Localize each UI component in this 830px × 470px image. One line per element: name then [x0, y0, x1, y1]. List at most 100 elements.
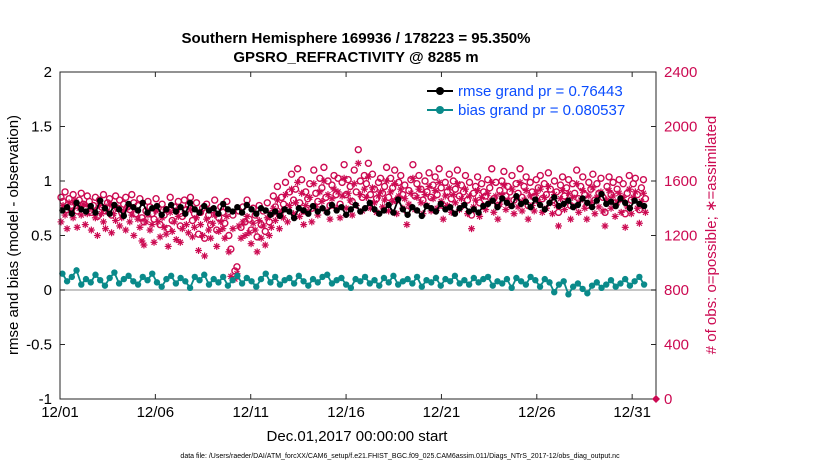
obs-assimilated-point: [170, 218, 178, 226]
obs-assimilated-point: [449, 191, 457, 199]
rmse-point: [101, 205, 109, 212]
obs-possible-point: [188, 216, 197, 225]
chart-title-line2: GPSRO_REFRACTIVITY @ 8285 m: [233, 49, 478, 66]
obs-possible-point: [609, 178, 617, 187]
rmse-point: [612, 202, 619, 210]
obs-assimilated-point: [172, 236, 180, 244]
obs-assimilated-point: [500, 181, 508, 189]
rmse-point: [234, 203, 241, 211]
bias-point: [314, 279, 321, 286]
rmse-point: [361, 205, 369, 212]
obs-possible-point: [316, 174, 324, 182]
y-right-tick-label: 2400: [664, 64, 697, 81]
obs-assimilated-point: [261, 241, 269, 249]
bias-point: [338, 274, 345, 282]
obs-possible-point: [461, 171, 470, 180]
obs-possible-point: [57, 193, 65, 202]
obs-assimilated-point: [617, 208, 625, 216]
obs-assimilated-point: [445, 184, 453, 192]
obs-assimilated-point: [409, 174, 417, 182]
obs-assimilated-point: [417, 199, 425, 207]
rmse-point: [276, 212, 284, 220]
obs-possible-point: [99, 190, 108, 199]
obs-assimilated-point: [57, 218, 65, 226]
y-right-tick-label: 1200: [664, 228, 697, 245]
obs-possible-point: [401, 181, 409, 189]
obs-possible-point: [597, 174, 605, 182]
rmse-point: [446, 203, 454, 211]
obs-assimilated-point: [188, 233, 196, 241]
bias-point: [569, 283, 577, 290]
bias-point: [172, 280, 180, 287]
plot-area: [60, 72, 656, 399]
obs-assimilated-point: [302, 202, 310, 210]
obs-assimilated-point: [425, 182, 433, 190]
rmse-point: [484, 200, 492, 208]
x-tick-label: 12/16: [327, 404, 365, 421]
obs-possible-point: [473, 173, 482, 181]
bias-point: [139, 273, 146, 281]
obs-assimilated-point: [239, 218, 247, 226]
obs-assimilated-point: [273, 196, 281, 204]
obs-assimilated-point: [267, 223, 275, 231]
bias-point: [626, 282, 634, 289]
bias-point: [532, 276, 539, 284]
rmse-point: [428, 205, 435, 212]
obs-possible-point: [469, 189, 478, 197]
bias-point: [584, 290, 591, 297]
bias-point: [182, 278, 189, 285]
obs-assimilated-point: [334, 188, 342, 196]
bias-point: [607, 276, 615, 284]
obs-assimilated-point: [249, 219, 257, 227]
bias-point: [428, 279, 435, 286]
obs-possible-point: [465, 178, 474, 187]
bias-point: [579, 285, 586, 293]
bias-point: [229, 276, 236, 284]
x-tick-label: 12/11: [233, 404, 269, 421]
obs-assimilated-point: [251, 226, 259, 234]
obs-possible-point: [192, 199, 201, 207]
rmse-point: [588, 203, 596, 211]
obs-possible-point: [386, 174, 395, 182]
bias-point: [68, 273, 76, 281]
obs-assimilated-point: [484, 189, 492, 197]
obs-possible-point: [425, 169, 433, 177]
obs-possible-point: [639, 175, 648, 184]
obs-possible-point: [488, 165, 496, 173]
obs-possible-point: [619, 180, 627, 188]
obs-assimilated-point: [146, 226, 154, 234]
legend-bias-marker: [436, 106, 444, 114]
obs-assimilated-point: [451, 199, 459, 207]
obs-assimilated-point: [421, 191, 429, 199]
legend-rmse-label: rmse grand pr = 0.76443: [458, 83, 623, 100]
obs-possible-point: [310, 166, 318, 174]
obs-assimilated-point: [326, 215, 334, 223]
obs-assimilated-point: [296, 212, 304, 220]
obs-possible-point: [350, 166, 358, 174]
rmse-point: [120, 212, 128, 220]
rmse-point: [262, 207, 269, 214]
rmse-point: [177, 203, 184, 211]
obs-assimilated-point: [387, 188, 395, 196]
obs-assimilated-point: [195, 246, 203, 254]
rmse-point: [125, 200, 132, 208]
x-tick-label: 12/26: [518, 404, 556, 421]
obs-assimilated-point: [205, 226, 213, 234]
rmse-point: [243, 201, 251, 209]
rmse-point: [390, 209, 397, 216]
obs-assimilated-point: [461, 185, 469, 193]
obs-assimilated-point: [457, 195, 465, 203]
bias-point: [92, 271, 99, 278]
obs-possible-point: [374, 178, 383, 187]
obs-possible-point: [269, 192, 278, 200]
obs-assimilated-point: [81, 221, 89, 229]
obs-assimilated-point: [213, 242, 221, 250]
obs-assimilated-point: [237, 234, 245, 242]
bias-point: [115, 280, 123, 287]
rmse-point: [167, 201, 175, 209]
obs-assimilated-point: [300, 221, 308, 229]
axis-layer: -1 -0.5 0 0.5 1 1.5 2 0 400 800 1200 1600 2000 2400 12…: [26, 64, 697, 421]
obs-assimilated-point: [243, 212, 251, 220]
obs-assimilated-point: [148, 221, 156, 229]
